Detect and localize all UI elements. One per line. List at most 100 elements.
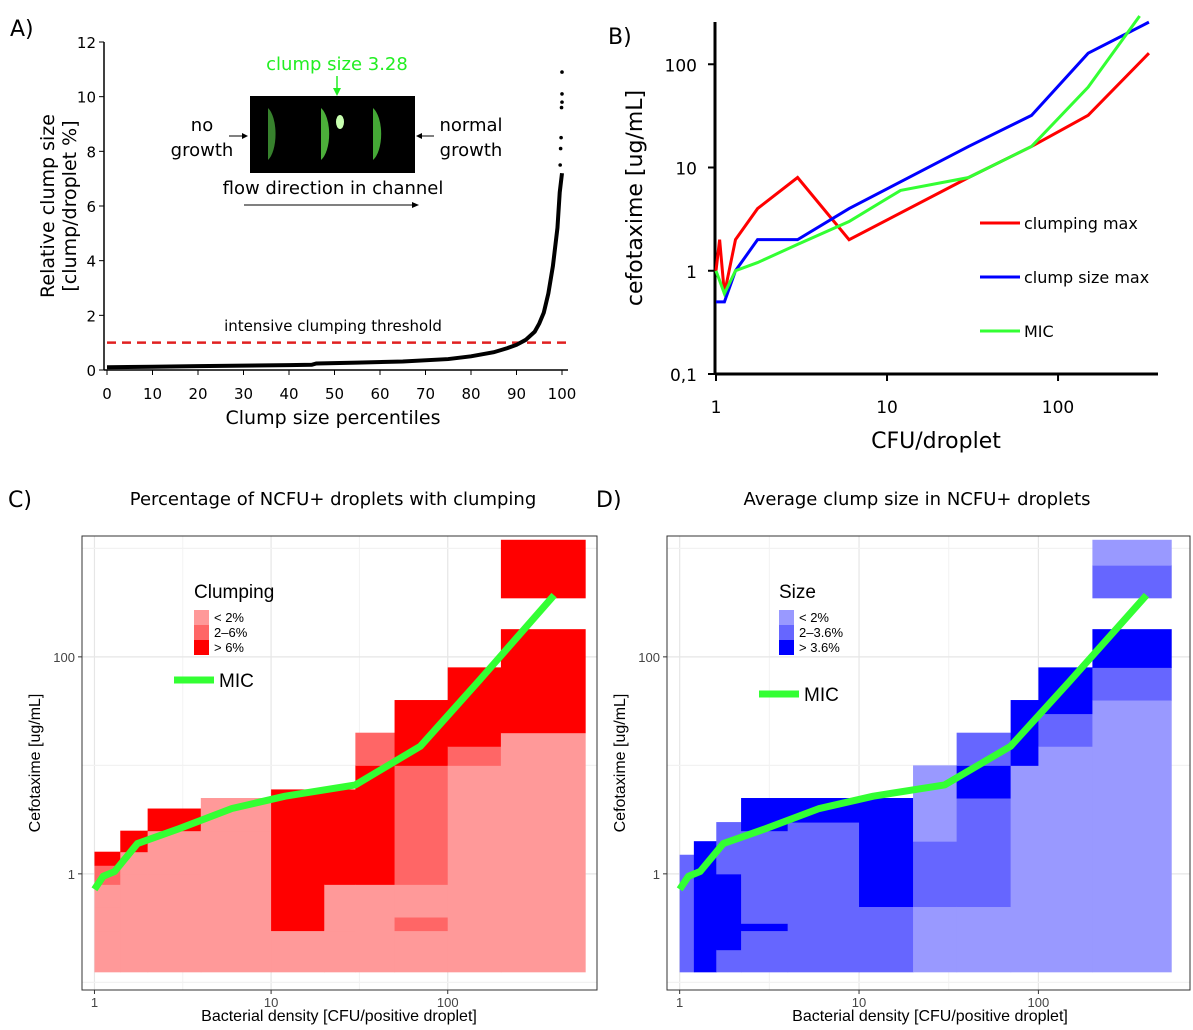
inset-clump-label: clump size 3.28 bbox=[266, 54, 408, 75]
panel-c-mic-line bbox=[91, 592, 557, 892]
panel-c-legend: Clumping < 2%2–6%> 6% MIC bbox=[174, 582, 274, 692]
d-legend-label: 2–3.6% bbox=[799, 625, 844, 640]
panel-c-y-ticks: 1 100 bbox=[53, 650, 82, 882]
outlier-points bbox=[558, 70, 564, 167]
panel-a-y-tick-label: 12 bbox=[77, 34, 96, 52]
panel-a-x-tick-label: 60 bbox=[370, 385, 389, 403]
panel-d-letter: D) bbox=[596, 488, 622, 513]
panel-c-cells bbox=[94, 539, 586, 973]
heatmap-cell bbox=[355, 884, 396, 973]
heatmap-cell bbox=[1038, 746, 1093, 973]
panel-b-y-ticks: 0,1 1 10 100 bbox=[665, 56, 715, 386]
panel-a-x-tick-label: 0 bbox=[102, 385, 112, 403]
c-legend-label: > 6% bbox=[214, 640, 244, 655]
outlier-point bbox=[558, 146, 563, 151]
d-legend-swatch bbox=[779, 610, 794, 625]
heatmap-cell bbox=[324, 789, 356, 885]
d-legend-mic-label: MIC bbox=[804, 685, 839, 706]
panel-d-x-ticks: 1 10 100 bbox=[676, 990, 1049, 1010]
panel-a-x-tick-label: 100 bbox=[548, 385, 577, 403]
heatmap-cell bbox=[394, 930, 449, 973]
heatmap-cell bbox=[787, 822, 860, 908]
panel-a-y-label-2: [clump/droplet %] bbox=[59, 120, 81, 291]
heatmap-cell bbox=[1092, 565, 1172, 599]
heatmap-cell bbox=[94, 851, 121, 866]
panel-d: D) Average clump size in NCFU+ droplets … bbox=[596, 488, 1191, 1025]
d-legend-swatch bbox=[779, 625, 794, 640]
droplet-normal-growth bbox=[373, 108, 382, 160]
heatmap-cell bbox=[913, 906, 958, 973]
panel-b-x-tick-label: 100 bbox=[1042, 398, 1074, 418]
series-line-0 bbox=[714, 52, 1151, 294]
c-x-tick-label: 1 bbox=[91, 995, 98, 1010]
inset-left-arrowhead bbox=[242, 133, 248, 139]
panel-c-frame bbox=[81, 535, 598, 991]
heatmap-cell bbox=[324, 930, 356, 973]
panel-a-x-tick-label: 70 bbox=[416, 385, 435, 403]
panel-c: C) Percentage of NCFU+ droplets with clu… bbox=[8, 488, 598, 1025]
panel-b-y-tick-label: 10 bbox=[675, 160, 697, 180]
c-legend-title: Clumping bbox=[194, 582, 274, 603]
heatmap-cell bbox=[913, 841, 958, 908]
panel-d-legend: Size < 2%2–3.6%> 3.6% MIC bbox=[759, 582, 844, 706]
heatmap-cell bbox=[500, 732, 586, 973]
inset-left-label-2: growth bbox=[171, 140, 234, 161]
panel-b-legend: clumping max clump size max MIC bbox=[980, 214, 1149, 341]
panel-d-x-label: Bacterial density [CFU/positive droplet] bbox=[792, 1008, 1068, 1025]
panel-d-title: Average clump size in NCFU+ droplets bbox=[743, 489, 1090, 510]
heatmap-cell bbox=[324, 884, 356, 932]
outlier-point bbox=[560, 92, 564, 96]
d-x-tick-label: 100 bbox=[1028, 995, 1050, 1010]
heatmap-cell bbox=[741, 830, 789, 924]
panel-a-x-tick-label: 90 bbox=[507, 385, 526, 403]
heatmap-cell bbox=[956, 906, 1012, 973]
heatmap-cell bbox=[787, 906, 860, 973]
series-line-1 bbox=[716, 20, 1150, 304]
clump-spot bbox=[336, 115, 344, 129]
legend-label: MIC bbox=[1024, 322, 1054, 341]
inset-clump-arrowhead bbox=[333, 88, 341, 96]
outlier-point bbox=[560, 70, 564, 74]
d-x-tick-label: 10 bbox=[852, 995, 866, 1010]
panel-b-y-tick-label: 1 bbox=[686, 263, 697, 283]
d-x-tick-label: 1 bbox=[676, 995, 683, 1010]
heatmap-cell bbox=[956, 798, 1012, 908]
heatmap-cell bbox=[693, 949, 717, 973]
inset-micrograph bbox=[250, 96, 415, 173]
panel-a-x-tick-label: 40 bbox=[279, 385, 298, 403]
legend-label: clump size max bbox=[1024, 268, 1149, 287]
panel-d-y-ticks: 1 100 bbox=[638, 650, 667, 882]
panel-c-x-ticks: 1 10 100 bbox=[91, 990, 459, 1010]
panel-d-mic-line bbox=[676, 592, 1150, 892]
panel-d-y-label: Cefotaxime [ug/mL] bbox=[612, 694, 629, 833]
heatmap-cell bbox=[913, 765, 958, 842]
panel-b-letter: B) bbox=[608, 25, 632, 50]
panel-b-x-ticks: 1 10 100 bbox=[711, 374, 1074, 418]
panel-a-x-tick-label: 50 bbox=[325, 385, 344, 403]
heatmap-cell bbox=[500, 629, 586, 734]
panel-b-y-label: cefotaxime [ug/mL] bbox=[623, 90, 648, 306]
heatmap-cell bbox=[741, 930, 789, 951]
heatmap-cell bbox=[94, 906, 121, 932]
heatmap-cell bbox=[147, 873, 202, 973]
c-legend-swatch bbox=[194, 640, 209, 655]
heatmap-cell bbox=[1092, 700, 1172, 973]
panel-a-x-tick-label: 80 bbox=[461, 385, 480, 403]
heatmap-cell bbox=[394, 765, 449, 885]
heatmap-cell bbox=[859, 798, 914, 908]
heatmap-cell bbox=[859, 906, 914, 973]
panel-c-letter: C) bbox=[8, 488, 32, 513]
panel-a-y-tick-label: 2 bbox=[86, 307, 96, 325]
panel-c-title: Percentage of NCFU+ droplets with clumpi… bbox=[130, 489, 537, 510]
series-line-2 bbox=[714, 15, 1141, 298]
heatmap-cell bbox=[741, 949, 789, 973]
panel-a-letter: A) bbox=[10, 17, 34, 42]
outlier-point bbox=[560, 100, 564, 104]
heatmap-cell bbox=[716, 949, 742, 973]
heatmap-cell bbox=[447, 746, 502, 766]
heatmap-cell bbox=[200, 830, 272, 973]
c-y-tick-label: 100 bbox=[53, 650, 75, 665]
d-legend-label: > 3.6% bbox=[799, 640, 840, 655]
threshold-label: intensive clumping threshold bbox=[224, 317, 442, 335]
